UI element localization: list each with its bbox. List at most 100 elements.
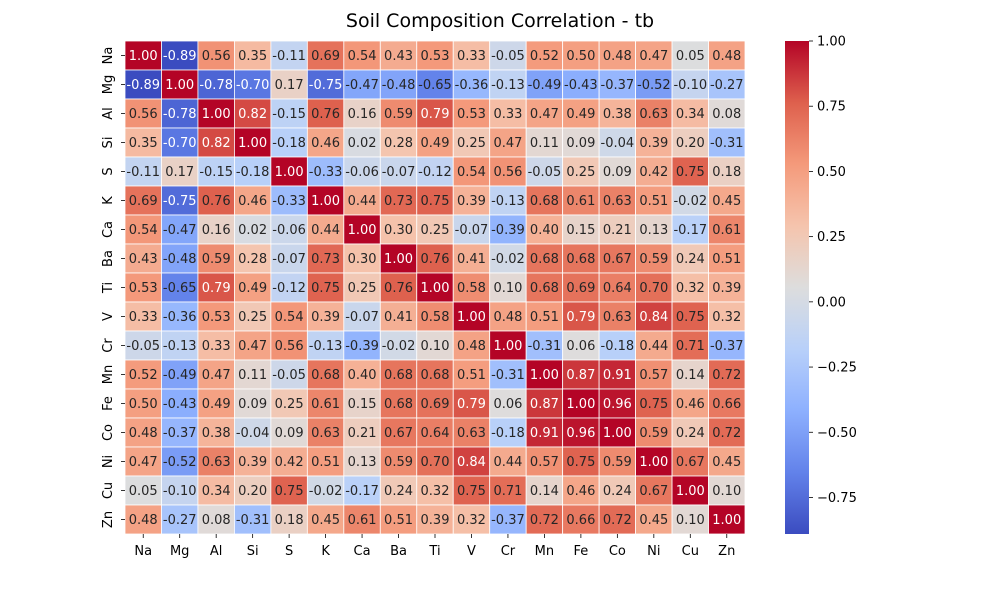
cell-value-K-Zn: 0.45	[712, 194, 741, 209]
cell-value-Mg-Fe: -0.43	[564, 78, 598, 93]
cell-value-S-Cu: 0.75	[676, 165, 705, 180]
cell-value-Mg-Mn: -0.49	[528, 78, 562, 93]
cell-value-K-Ni: 0.51	[639, 194, 668, 209]
cell-value-Cu-Si: 0.20	[238, 484, 267, 499]
chart-title: Soil Composition Correlation - tb	[346, 10, 654, 32]
heatmap-cell-Mn-Mn	[525, 359, 564, 390]
cell-value-Ti-Mn: 0.68	[530, 281, 559, 296]
heatmap-cell-Ni-Co	[598, 446, 636, 477]
heatmap-cell-Al-Co	[598, 98, 636, 129]
cell-value-Cr-Na: -0.05	[126, 339, 160, 354]
heatmap-cell-Si-Ni	[635, 127, 673, 158]
cell-value-Na-K: 0.69	[311, 49, 340, 64]
heatmap-cell-Zn-Mn	[525, 504, 564, 535]
heatmap-cell-Mg-S	[270, 69, 308, 100]
cell-value-Si-Co: -0.04	[601, 136, 635, 151]
cell-value-Na-Fe: 0.50	[566, 49, 595, 64]
cell-value-Al-Ba: 0.59	[384, 107, 413, 122]
cell-value-Co-Co: 1.00	[603, 426, 632, 441]
y-tick-label-Co: Co	[101, 424, 116, 441]
cell-value-Cu-V: 0.75	[457, 484, 486, 499]
cell-value-Ti-Cr: 0.10	[493, 281, 522, 296]
heatmap-cell-Al-Mg	[161, 98, 199, 129]
cell-value-Ni-Si: 0.39	[238, 455, 267, 470]
cell-value-Mn-Cr: -0.31	[491, 368, 525, 383]
cell-value-Ti-Na: 0.53	[129, 281, 158, 296]
cell-value-Al-Ti: 0.79	[421, 107, 450, 122]
cell-value-Ca-Co: 0.21	[603, 223, 632, 238]
cell-value-Ni-Fe: 0.75	[566, 455, 595, 470]
cell-value-Ba-Si: 0.28	[238, 252, 267, 267]
cell-value-Zn-S: 0.18	[275, 513, 304, 528]
cell-value-Na-Co: 0.48	[603, 49, 632, 64]
cell-value-Ti-Zn: 0.39	[712, 281, 741, 296]
heatmap-cell-Ca-Na	[124, 214, 162, 245]
heatmap-cell-Co-Ti	[416, 417, 454, 448]
heatmap-cell-Ti-Mn	[525, 272, 564, 303]
cell-value-Co-Mg: -0.37	[163, 426, 197, 441]
heatmap-cell-Ni-Mn	[525, 446, 564, 477]
cell-value-Mn-Al: 0.47	[202, 368, 231, 383]
heatmap-cell-Ti-Co	[598, 272, 636, 303]
heatmap-cell-V-Ti	[416, 301, 454, 332]
cell-value-Mg-Ba: -0.48	[382, 78, 416, 93]
cell-value-Fe-V: 0.79	[457, 397, 486, 412]
cell-value-K-Ba: 0.73	[384, 194, 413, 209]
cell-value-Ba-Ni: 0.59	[639, 252, 668, 267]
cell-value-Ti-Ca: 0.25	[348, 281, 377, 296]
cell-value-V-K: 0.39	[311, 310, 340, 325]
cell-value-Co-Cu: 0.24	[676, 426, 705, 441]
heatmap-cell-Fe-Co	[598, 388, 636, 419]
cell-value-Ti-Si: 0.49	[238, 281, 267, 296]
heatmap-cell-Zn-K	[306, 504, 345, 535]
cell-value-Na-Cu: 0.05	[676, 49, 705, 64]
cell-value-Ba-Ti: 0.76	[421, 252, 450, 267]
cell-value-Na-Cr: -0.05	[491, 49, 525, 64]
colorbar-gradient	[785, 41, 809, 534]
y-tick-label-Mn: Mn	[101, 365, 116, 384]
heatmap-cell-K-Fe	[562, 185, 600, 216]
cell-value-Ca-Na: 0.54	[129, 223, 158, 238]
cell-value-Cr-Cr: 1.00	[493, 339, 522, 354]
cell-value-Si-Cu: 0.20	[676, 136, 705, 151]
cell-value-Mn-Fe: 0.87	[566, 368, 595, 383]
x-axis-ticks: Na Mg Al Si S K Ca Ba Ti V Cr Mn Fe Co Ni Cu Zn	[134, 534, 735, 559]
heatmap-cell-Fe-Al	[197, 388, 235, 419]
cell-value-V-Co: 0.63	[603, 310, 632, 325]
cell-value-S-Ca: -0.06	[345, 165, 379, 180]
cell-value-Cu-Fe: 0.46	[566, 484, 595, 499]
colorbar-tick-label: −0.25	[817, 361, 857, 376]
cell-value-Al-Cu: 0.34	[676, 107, 705, 122]
cell-value-Zn-Mg: -0.27	[163, 513, 197, 528]
heatmap-cell-Ba-Mg	[161, 243, 199, 274]
heatmap-cell-S-Ca	[343, 156, 381, 187]
y-tick-label-Na: Na	[101, 47, 116, 65]
heatmap-cell-Co-S	[270, 417, 308, 448]
cell-value-Ca-Cu: -0.17	[673, 223, 707, 238]
cell-value-Na-Al: 0.56	[202, 49, 231, 64]
cell-value-Fe-Na: 0.50	[129, 397, 158, 412]
colorbar	[785, 41, 809, 534]
cell-value-Ni-Cu: 0.67	[676, 455, 705, 470]
cell-value-Si-Si: 1.00	[238, 136, 267, 151]
colorbar-tick-label: 1.00	[817, 35, 846, 50]
cell-value-K-Cu: -0.02	[673, 194, 707, 209]
cell-value-K-Ca: 0.44	[348, 194, 377, 209]
cell-value-Fe-Mg: -0.43	[163, 397, 197, 412]
cell-value-S-Si: -0.18	[236, 165, 270, 180]
heatmap-cell-Ni-Zn	[708, 446, 746, 477]
cell-value-Na-Ni: 0.47	[639, 49, 668, 64]
heatmap-cell-Ca-S	[270, 214, 308, 245]
cell-value-Zn-Si: -0.31	[236, 513, 270, 528]
heatmap-cell-Ti-Cr	[489, 272, 527, 303]
cell-value-Cr-V: 0.48	[457, 339, 486, 354]
cell-value-Ni-Zn: 0.45	[712, 455, 741, 470]
cell-value-Mn-Na: 0.52	[129, 368, 158, 383]
heatmap-cell-Ca-Zn	[708, 214, 746, 245]
cell-value-V-V: 1.00	[457, 310, 486, 325]
cell-value-Ca-S: -0.06	[272, 223, 306, 238]
cell-value-Cr-Zn: -0.37	[710, 339, 744, 354]
heatmap-cell-Si-Fe	[562, 127, 600, 158]
x-tick-label-Co: Co	[609, 544, 626, 559]
y-tick-label-Cu: Cu	[101, 482, 116, 499]
